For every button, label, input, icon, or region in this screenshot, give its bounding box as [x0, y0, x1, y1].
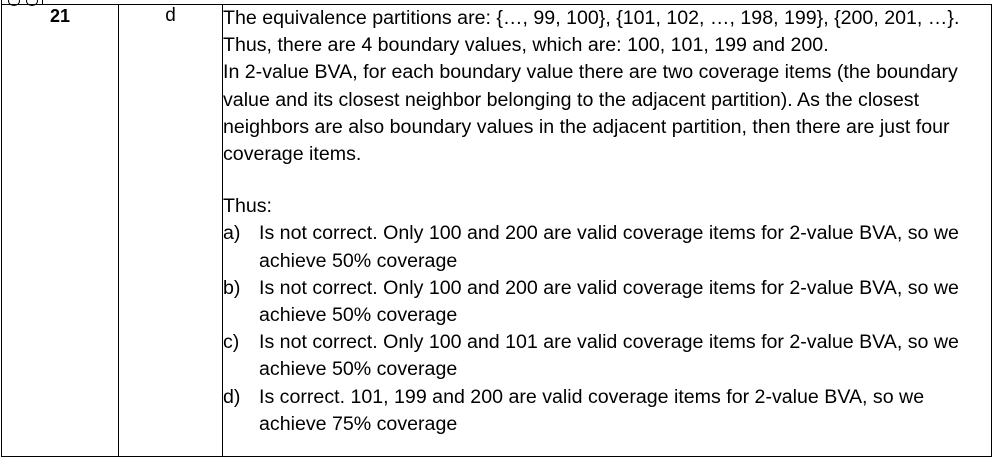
option-label: b)	[223, 276, 241, 299]
boundary-values-paragraph: Thus, there are 4 boundary values, which…	[223, 34, 829, 57]
option-c: c) Is not correct. Only 100 and 101 are …	[223, 329, 991, 383]
question-number-cell: 21	[1, 4, 119, 457]
option-label: a)	[223, 222, 241, 245]
option-d: d) Is correct. 101, 199 and 200 are vali…	[223, 384, 991, 438]
option-b: b) Is not correct. Only 100 and 200 are …	[223, 275, 991, 329]
answer-table: 21 d The equivalence partitions are: {…,…	[1, 4, 992, 457]
answer-letter: d	[165, 5, 176, 26]
option-label: d)	[223, 385, 241, 408]
option-text: Is not correct. Only 100 and 200 are val…	[259, 222, 959, 272]
paragraph-gap	[223, 168, 991, 193]
options-list: a) Is not correct. Only 100 and 200 are …	[223, 220, 991, 438]
question-number: 21	[49, 6, 71, 26]
option-text: Is not correct. Only 100 and 200 are val…	[259, 276, 959, 327]
thus-label: Thus:	[223, 195, 273, 218]
option-text: Is correct. 101, 199 and 200 are valid c…	[259, 385, 925, 435]
justification-cell: The equivalence partitions are: {…, 99, …	[222, 4, 992, 457]
partitions-paragraph: The equivalence partitions are: {…, 99, …	[223, 7, 960, 29]
option-text: Is not correct. Only 100 and 101 are val…	[259, 331, 959, 381]
coverage-items-paragraph: In 2-value BVA, for each boundary value …	[223, 61, 958, 166]
option-a: a) Is not correct. Only 100 and 200 are …	[223, 220, 991, 274]
option-label: c)	[223, 331, 240, 354]
answer-letter-cell: d	[118, 4, 223, 457]
answer-row: 21 d The equivalence partitions are: {…,…	[1, 4, 992, 457]
